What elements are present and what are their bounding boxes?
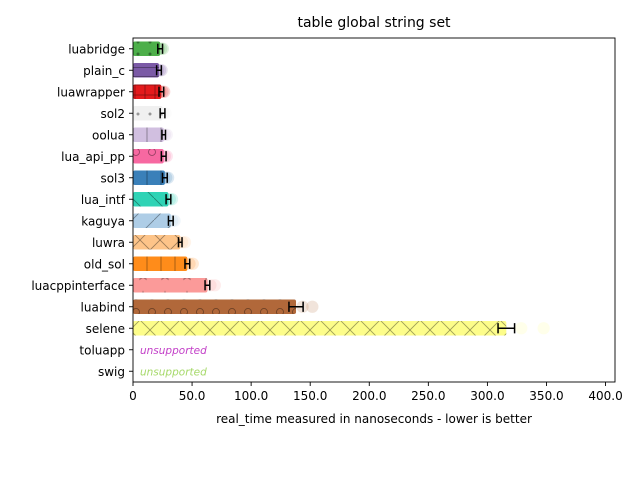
bar-group-plain-c [133,62,168,78]
sample-point-luacppinterface-2 [208,279,222,292]
bar-old-sol [133,256,188,272]
y-tick-label: selene [86,322,125,336]
y-tick-label: old_sol [84,257,125,271]
bar-group-kaguya [133,213,181,229]
y-tick-label: sol3 [100,171,125,185]
sample-point-selene-1 [515,322,528,335]
sample-point-selene-2 [537,322,550,335]
sample-point-kaguya-2 [168,214,181,227]
x-tick-label: 50.0 [179,389,206,403]
bar-group-lua-api-pp [133,148,173,164]
x-tick-label: 350.0 [529,389,563,403]
y-tick-label: luabridge [68,42,125,56]
y-tick-label: sol2 [100,107,125,121]
x-tick-label: 200.0 [352,389,386,403]
sample-point-lua-intf-2 [165,193,179,206]
bar-kaguya [133,213,171,229]
y-tick-label: luwra [92,236,125,250]
x-tick-label: 100.0 [234,389,268,403]
y-tick-label: toluapp [79,343,125,357]
bar-group-old-sol [133,256,199,272]
bar-luacppinterface [133,277,208,293]
bar-oolua [133,127,164,143]
y-tick-label: lua_api_pp [61,150,125,164]
bar-group-luwra [133,234,192,250]
bar-group-luabind [133,299,319,315]
y-tick-label: luawrapper [57,85,125,99]
unsupported-label-swig: unsupported [140,366,207,378]
bar-group-sol3 [133,170,175,186]
bar-sol2 [133,105,163,121]
x-tick-label: 150.0 [293,389,327,403]
x-tick-label: 0 [129,389,137,403]
plot-frame [132,37,616,383]
x-axis-label: real_time measured in nanoseconds - lowe… [216,412,532,426]
bar-group-luacppinterface [133,277,222,293]
chart-title: table global string set [297,15,451,31]
bar-group-lua-intf [133,191,179,207]
bar-lua-api-pp [133,148,164,164]
y-tick-label: oolua [92,128,125,142]
bar-group-selene [133,320,550,336]
sample-point-oolua-2 [160,128,173,141]
bar-group-sol2 [133,105,172,121]
y-tick-label: lua_intf [81,193,126,207]
bar-group-oolua [133,127,173,143]
bar-plain-c [133,62,159,78]
bar-lua-intf [133,191,169,207]
sample-point-sol3-2 [161,171,175,184]
bar-luabridge [133,41,161,57]
x-tick-label: 300.0 [470,389,504,403]
bar-sol3 [133,170,165,186]
unsupported-label-toluapp: unsupported [140,345,207,357]
y-tick-label: luacppinterface [31,279,125,293]
x-tick-label: 400.0 [588,389,622,403]
x-tick-label: 250.0 [411,389,445,403]
y-tick-label: luabind [81,300,125,314]
bar-selene [133,320,507,336]
bar-group-luawrapper [133,84,171,100]
bar-luwra [133,234,181,250]
y-tick-label: kaguya [81,214,125,228]
y-tick-label: swig [98,365,125,379]
bar-luabind [133,299,297,315]
sample-point-luabind-2 [306,300,319,313]
bar-luawrapper [133,84,162,100]
bar-group-luabridge [133,41,170,57]
y-tick-label: plain_c [83,64,125,78]
